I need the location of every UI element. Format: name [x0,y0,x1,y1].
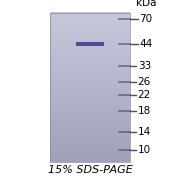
Bar [50,91,130,93]
Bar [50,102,130,104]
Bar [50,148,130,151]
Bar [50,68,130,71]
Bar [50,20,130,22]
Bar [50,128,130,130]
Bar [50,16,130,18]
Bar [50,44,130,46]
Bar [50,61,130,63]
Bar [50,81,130,84]
Bar [50,89,130,91]
Bar [50,152,130,154]
Bar [50,117,130,119]
Bar [50,76,130,78]
Bar [50,134,130,136]
Bar [50,53,130,56]
Bar [76,42,104,46]
Bar [50,27,130,29]
Bar [50,100,130,102]
Bar [50,158,130,160]
Bar [50,40,130,42]
Bar [50,72,130,74]
Bar [50,33,130,35]
Bar [50,12,130,14]
Bar [50,93,130,95]
Bar [50,55,130,57]
Text: 18: 18 [138,106,151,116]
Bar [50,124,130,127]
Bar [50,74,130,76]
Bar [50,37,130,39]
Bar [50,83,130,86]
Bar [50,156,130,158]
Bar [50,25,130,28]
Bar [50,14,130,16]
Bar [50,143,130,145]
Bar [50,64,130,67]
Bar [50,85,130,87]
Bar [50,18,130,20]
Bar [50,87,130,89]
Text: 70: 70 [140,14,153,24]
Bar [50,50,130,52]
Bar [50,35,130,37]
Bar [50,147,130,149]
Bar [50,96,130,98]
Text: 33: 33 [138,61,151,71]
Bar [50,70,130,72]
Bar [50,94,130,97]
Bar [50,107,130,110]
Bar [50,23,130,26]
Bar [50,22,130,24]
Bar [50,66,130,69]
Bar [50,38,130,41]
Bar [50,80,130,82]
Bar [50,160,130,162]
Bar [50,57,130,59]
Bar [50,154,130,156]
Bar [50,136,130,138]
Bar [50,42,130,44]
Text: 10: 10 [138,145,151,155]
Bar [50,141,130,143]
Bar [50,111,130,113]
Text: 26: 26 [138,77,151,87]
Bar [50,145,130,147]
Bar [50,150,130,153]
Bar [50,51,130,54]
Bar [50,104,130,106]
Bar [50,46,130,48]
Text: 22: 22 [138,89,151,100]
Bar [50,139,130,141]
Bar [50,48,130,50]
Bar [50,98,130,100]
Bar [50,121,130,123]
Text: kDa: kDa [136,0,156,8]
Bar [50,31,130,33]
Bar [50,122,130,125]
Bar [50,119,130,121]
Bar [50,132,130,134]
Bar [50,130,130,132]
Text: 44: 44 [140,39,153,49]
Bar [50,59,130,61]
Bar [50,113,130,115]
Bar [50,13,130,162]
Bar [50,126,130,128]
Text: 15% SDS-PAGE: 15% SDS-PAGE [48,165,132,175]
Bar [50,115,130,117]
Bar [50,29,130,31]
Bar [50,106,130,108]
Bar [50,109,130,112]
Text: 14: 14 [138,127,151,137]
Bar [50,78,130,80]
Bar [50,137,130,140]
Bar [50,63,130,65]
